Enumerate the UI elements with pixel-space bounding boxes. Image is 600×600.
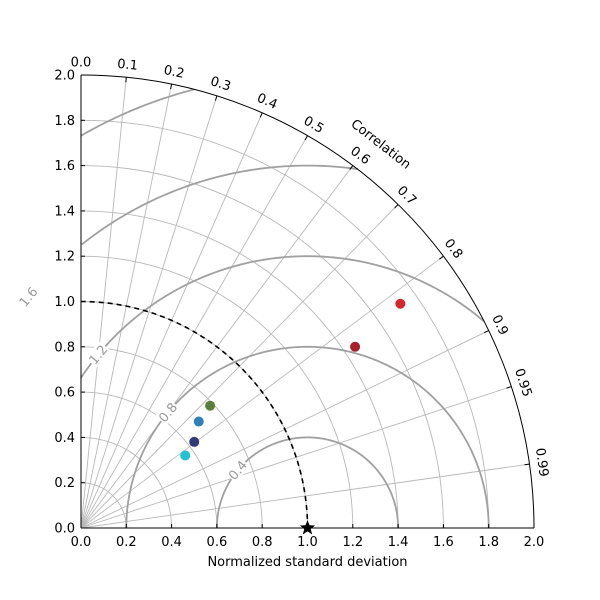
x-tick-label: 0.6 (207, 535, 228, 550)
correlation-grid-ray (80, 386, 512, 529)
correlation-grid-ray (80, 463, 530, 529)
rms-label-background (224, 456, 251, 484)
y-tick-label: 1.8 (54, 114, 75, 129)
correlation-tick-mark (304, 135, 308, 141)
x-tick-label: 0.0 (71, 535, 92, 550)
correlation-grid-ray (80, 95, 218, 529)
x-tick-label: 2.0 (524, 535, 545, 550)
data-point (350, 341, 361, 352)
rms-contour (80, 255, 485, 379)
correlation-tick-mark (125, 77, 127, 83)
correlation-grid-ray (80, 77, 127, 529)
correlation-tick-label: 0.95 (511, 367, 534, 399)
std-grid-arc (80, 210, 399, 529)
rms-label-background (154, 398, 181, 426)
x-tick-label: 1.4 (388, 535, 409, 550)
correlation-tick-label: 0.3 (208, 74, 232, 95)
tick-layer: 0.00.00.20.20.40.40.60.60.80.81.01.01.21… (54, 56, 551, 551)
std-grid-arc (80, 255, 354, 529)
correlation-tick-mark (259, 112, 263, 118)
rms-contour-label: 1.6 (17, 285, 42, 311)
data-point (395, 298, 406, 309)
grid-layer (80, 75, 530, 529)
rms-contour-layer: 0.40.81.21.62.0 (15, 88, 490, 529)
rms-contour (81, 164, 359, 246)
correlation-tick-mark (394, 204, 399, 209)
std-grid-arc (80, 301, 308, 529)
correlation-tick-mark (214, 95, 218, 101)
correlation-tick-label: 0.99 (532, 447, 551, 478)
data-point (205, 400, 216, 411)
std-grid-arc (80, 346, 263, 529)
std-grid-arc (80, 165, 444, 529)
x-axis-label: Normalized standard deviation (207, 555, 407, 570)
std-grid-arc (80, 482, 127, 529)
correlation-tick-mark (483, 330, 489, 334)
x-tick-label: 1.8 (478, 535, 499, 550)
rms-label-background (84, 341, 111, 368)
correlation-tick-mark (506, 386, 512, 389)
y-tick-label: 0.8 (54, 340, 75, 355)
correlation-tick-mark (524, 463, 530, 466)
reference-star-marker (299, 520, 316, 535)
y-tick-label: 0.6 (54, 386, 75, 401)
point-layer (180, 298, 406, 535)
rms-contour (216, 436, 399, 528)
axes-layer (80, 74, 535, 529)
data-point (180, 450, 191, 461)
y-tick-label: 0.4 (54, 431, 75, 446)
correlation-tick-mark (349, 165, 354, 170)
std-grid-arc (80, 119, 490, 529)
data-point (189, 436, 200, 447)
outer-arc (80, 74, 535, 529)
rms-contour (80, 88, 195, 137)
y-tick-label: 2.0 (54, 69, 75, 84)
x-tick-label: 1.6 (433, 535, 454, 550)
correlation-tick-label: 0.2 (162, 63, 185, 82)
y-tick-label: 0.0 (54, 522, 75, 537)
correlation-tick-label: 0.1 (116, 57, 138, 74)
rms-label-background (15, 283, 41, 310)
std-grid-arc (80, 391, 218, 529)
correlation-tick-label: 0.4 (255, 91, 280, 113)
correlation-tick-label: 0.9 (488, 313, 511, 338)
y-tick-label: 1.6 (54, 159, 75, 174)
y-tick-label: 0.2 (54, 476, 75, 491)
rms-contour (125, 345, 490, 529)
x-tick-label: 1.2 (342, 535, 363, 550)
x-tick-label: 0.8 (252, 535, 273, 550)
y-tick-label: 1.0 (54, 295, 75, 310)
y-tick-label: 1.4 (54, 204, 75, 219)
x-tick-label: 0.4 (161, 535, 182, 550)
correlation-tick-mark (170, 84, 173, 90)
correlation-tick-mark (439, 255, 444, 260)
x-tick-label: 1.0 (297, 535, 318, 550)
correlation-tick-label: 0.0 (71, 56, 92, 71)
x-tick-label: 0.2 (116, 535, 137, 550)
data-point (193, 416, 204, 427)
y-tick-label: 1.2 (54, 250, 75, 265)
